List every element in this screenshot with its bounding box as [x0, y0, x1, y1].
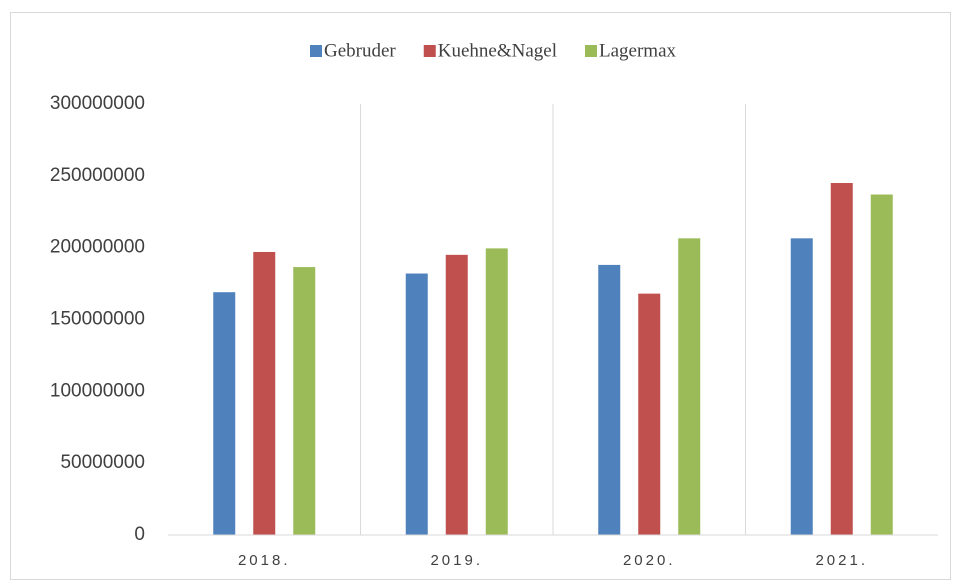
y-tick-label: 200000000	[50, 237, 145, 258]
bar	[638, 293, 661, 535]
bar	[678, 238, 701, 535]
bar	[445, 254, 468, 535]
legend-swatch	[584, 45, 597, 57]
bar	[213, 292, 236, 535]
bar	[598, 264, 621, 535]
legend-label: Kuehne&Nagel	[438, 40, 557, 61]
bar	[253, 251, 276, 535]
y-tick-label: 100000000	[50, 380, 145, 401]
bar	[790, 238, 813, 535]
x-tick-label: 2021.	[815, 552, 868, 569]
x-tick-label: 2018.	[238, 552, 291, 569]
legend-label: Gebruder	[324, 40, 396, 61]
bar	[293, 267, 316, 535]
legend-label: Lagermax	[599, 40, 677, 61]
legend-swatch	[423, 45, 436, 57]
bar	[485, 248, 508, 535]
x-tick-label: 2020.	[623, 552, 676, 569]
x-tick-label: 2019.	[430, 552, 483, 569]
bar	[830, 183, 853, 535]
y-tick-label: 300000000	[50, 93, 145, 114]
bar	[405, 273, 428, 535]
y-tick-label: 0	[134, 524, 145, 545]
legend-swatch	[310, 45, 322, 57]
y-tick-label: 250000000	[50, 165, 145, 186]
y-tick-label: 150000000	[50, 309, 145, 330]
bar	[870, 194, 893, 535]
y-tick-label: 50000000	[60, 452, 145, 473]
